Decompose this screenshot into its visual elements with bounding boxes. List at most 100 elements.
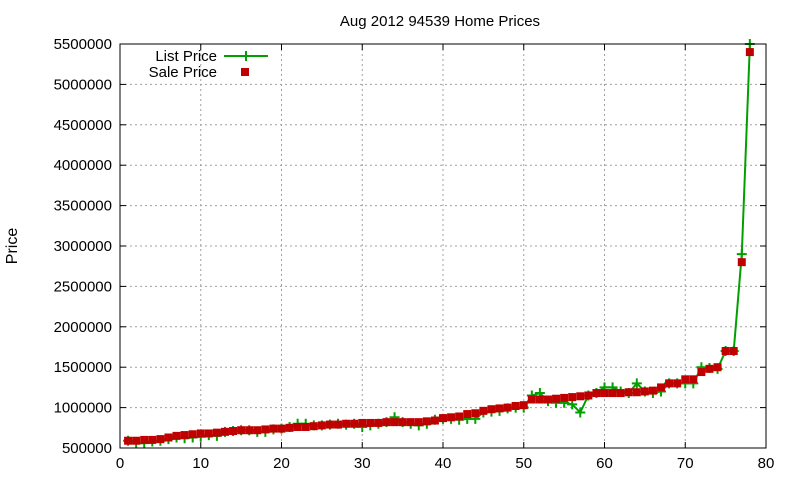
legend-label-list-price: List Price <box>155 48 217 65</box>
sale-price-point <box>204 429 213 438</box>
sale-price-point <box>390 418 399 427</box>
sale-price-point <box>673 379 682 388</box>
sale-price-point <box>140 435 149 444</box>
sale-price-point <box>640 387 649 396</box>
x-tick-label: 80 <box>758 455 775 472</box>
sale-price-point <box>285 423 294 432</box>
sale-price-point <box>164 433 173 442</box>
series-line-list-price <box>127 43 751 445</box>
y-tick-label: 4500000 <box>54 117 112 134</box>
sale-price-point <box>608 389 617 398</box>
sale-price-point <box>729 347 738 356</box>
y-tick-label: 3000000 <box>54 238 112 255</box>
sale-price-point <box>721 347 730 356</box>
sale-price-point <box>592 389 601 398</box>
y-tick-label: 5500000 <box>54 36 112 53</box>
sale-price-point <box>576 392 585 401</box>
sale-price-point <box>681 375 690 384</box>
sale-price-point <box>657 383 666 392</box>
sale-price-point <box>245 426 254 435</box>
y-tick-label: 2000000 <box>54 319 112 336</box>
sale-price-point <box>325 420 334 429</box>
sale-price-point <box>737 258 746 267</box>
sale-price-point <box>293 422 302 431</box>
sale-price-point <box>471 409 480 418</box>
sale-price-point <box>543 395 552 404</box>
legend-swatch-list-price-marker <box>241 51 251 61</box>
sale-price-point <box>535 395 544 404</box>
sale-price-point <box>648 386 657 395</box>
sale-price-point <box>132 436 141 445</box>
list-price-point <box>575 407 586 418</box>
y-tick-label: 2500000 <box>54 278 112 295</box>
sale-price-point <box>317 421 326 430</box>
sale-price-point <box>188 430 197 439</box>
sale-price-point <box>439 414 447 423</box>
sale-price-point <box>212 428 221 437</box>
sale-price-point <box>745 48 754 57</box>
sale-price-point <box>414 418 423 427</box>
sale-price-point <box>382 418 391 427</box>
sale-price-point <box>447 413 456 422</box>
sale-price-point <box>334 420 343 429</box>
y-tick-label: 1000000 <box>54 400 112 417</box>
sale-price-point <box>229 427 238 436</box>
x-tick-label: 20 <box>273 455 290 472</box>
legend: List Price Sale Price <box>149 48 268 81</box>
sale-price-point <box>697 368 706 377</box>
sale-price-point <box>220 427 229 436</box>
sale-price-point <box>301 422 310 431</box>
x-tick-label: 50 <box>515 455 532 472</box>
legend-label-sale-price: Sale Price <box>149 64 217 81</box>
x-tick-label: 40 <box>435 455 452 472</box>
sale-price-point <box>568 393 577 402</box>
sale-price-point <box>172 431 181 440</box>
sale-price-point <box>503 403 512 412</box>
x-tick-label: 10 <box>192 455 209 472</box>
sale-price-point <box>124 436 133 445</box>
sale-price-point <box>309 422 318 431</box>
x-tick-label: 70 <box>677 455 694 472</box>
sale-price-point <box>422 417 431 426</box>
sale-price-point <box>616 389 625 398</box>
y-tick-label: 3500000 <box>54 198 112 215</box>
sale-price-point <box>430 416 439 425</box>
sale-price-point <box>527 395 536 404</box>
sale-price-point <box>705 364 714 373</box>
sale-price-point <box>269 424 278 433</box>
sale-price-point <box>237 426 246 435</box>
sale-price-point <box>713 363 722 372</box>
list-price-point <box>631 378 642 389</box>
sale-price-point <box>560 393 569 402</box>
sale-price-point <box>495 404 504 413</box>
x-tick-label: 0 <box>116 455 124 472</box>
sale-price-point <box>487 405 496 414</box>
axis-ticks: 500000 1000000 1500000 2000000 2500000 300000… <box>54 36 775 472</box>
sale-price-point <box>261 425 270 434</box>
sale-price-point <box>398 418 407 427</box>
series-area <box>123 39 755 449</box>
sale-price-point <box>479 406 488 415</box>
x-tick-label: 60 <box>596 455 613 472</box>
chart-title: Aug 2012 94539 Home Prices <box>340 13 540 30</box>
sale-price-point <box>366 418 375 427</box>
y-tick-label: 4000000 <box>54 157 112 174</box>
sale-price-point <box>148 435 157 444</box>
sale-price-point <box>463 410 472 419</box>
sale-price-point <box>632 388 641 397</box>
sale-price-point <box>358 418 367 427</box>
sale-price-point <box>374 418 383 427</box>
y-axis-label: Price <box>4 228 21 265</box>
sale-price-point <box>600 389 609 398</box>
sale-price-point <box>519 401 528 410</box>
legend-swatch-sale-price <box>241 68 249 76</box>
sale-price-point <box>552 394 561 403</box>
y-tick-label: 500000 <box>62 440 112 457</box>
sale-price-point <box>180 431 189 440</box>
list-price-point <box>736 249 747 260</box>
sale-price-point <box>253 426 262 435</box>
x-tick-label: 30 <box>354 455 371 472</box>
sale-price-point <box>350 419 359 428</box>
y-tick-label: 1500000 <box>54 359 112 376</box>
